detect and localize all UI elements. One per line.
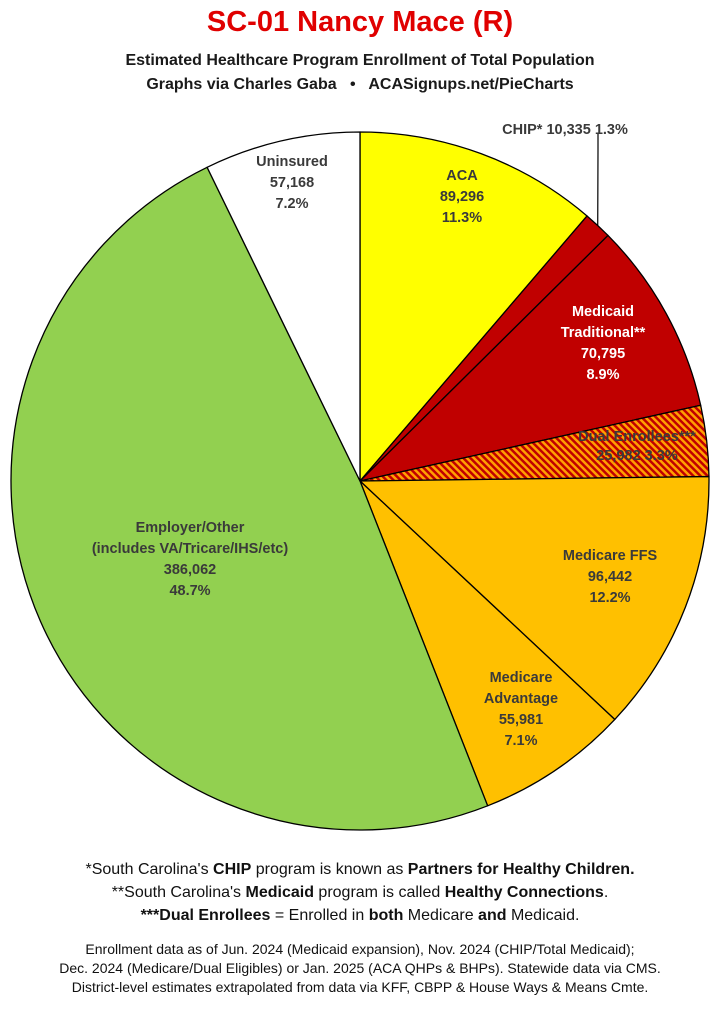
slice-label-uninsured-0: Uninsured: [256, 154, 328, 170]
slice-label-medicare-ffs-0: Medicare FFS: [563, 548, 658, 564]
credit-text: Graphs via Charles Gaba: [146, 76, 337, 93]
slice-label-medicare-advantage-2: 55,981: [499, 712, 543, 728]
pie-slice-employer-other-includes-va-tricare-ihs-etc: [10, 166, 489, 831]
slice-label-medicare-ffs-1: 96,442: [588, 569, 632, 585]
pie-slice-uninsured: [206, 131, 361, 482]
slice-label-aca-2: 11.3%: [442, 210, 482, 226]
slice-label-dual-enrollees-1: 25,982 3.3%: [596, 448, 678, 464]
source-line-1: Enrollment data as of Jun. 2024 (Medicai…: [85, 941, 635, 957]
pie-slices: [10, 131, 710, 831]
credit-separator: •: [349, 76, 356, 93]
slice-label-medicare-advantage-3: 7.1%: [504, 733, 537, 749]
slice-label-employer-other-includes-va-tricare-ihs-etc-2: 386,062: [164, 562, 216, 578]
slice-label-employer-other-includes-va-tricare-ihs-etc-3: 48.7%: [169, 583, 210, 599]
slice-label-medicaid-traditional-2: 70,795: [581, 346, 625, 362]
chart-credit-line: Graphs via Charles Gaba • ACASignups.net…: [0, 76, 720, 94]
slice-label-dual-enrollees-0: Dual Enrollees***: [578, 429, 696, 445]
slice-label-medicaid-traditional-1: Traditional**: [561, 325, 646, 341]
slice-label-aca-0: ACA: [446, 168, 478, 184]
slice-label-chip: CHIP* 10,335 1.3%: [502, 122, 628, 138]
slice-label-employer-other-includes-va-tricare-ihs-etc-1: (includes VA/Tricare/IHS/etc): [92, 541, 289, 557]
pie-slice-medicaid-traditional: [359, 234, 702, 482]
source-line-3: District-level estimates extrapolated fr…: [71, 979, 649, 995]
footnotes: *South Carolina's CHIP program is known …: [0, 858, 720, 927]
source-notes: Enrollment data as of Jun. 2024 (Medicai…: [0, 940, 720, 997]
footnote-dual: ***Dual Enrollees = Enrolled in both Med…: [140, 907, 580, 924]
pie-chart: ACA 89,296 11.3% CHIP* 10,335 1.3% Medicaid T…: [10, 122, 710, 831]
pie-slice-medicare-ffs: [359, 475, 710, 721]
slice-label-medicare-advantage-1: Advantage: [484, 691, 558, 707]
slice-label-employer-other-includes-va-tricare-ihs-etc-0: Employer/Other: [136, 520, 245, 536]
slice-label-medicare-advantage-0: Medicare: [490, 670, 553, 686]
slice-label-medicaid-traditional-3: 8.9%: [586, 367, 619, 383]
chart-subtitle: Estimated Healthcare Program Enrollment …: [125, 52, 595, 69]
slice-label-medicaid-traditional-0: Medicaid: [572, 304, 634, 320]
source-line-2: Dec. 2024 (Medicare/Dual Eligibles) or J…: [59, 960, 661, 976]
slice-label-medicare-ffs-2: 12.2%: [589, 590, 630, 606]
pie-labels: ACA 89,296 11.3% CHIP* 10,335 1.3% Medicaid T…: [92, 122, 696, 749]
pie-slice-aca: [359, 131, 588, 482]
pie-slice-medicare-advantage: [359, 480, 616, 807]
slice-label-uninsured-1: 57,168: [270, 175, 314, 191]
slice-label-uninsured-2: 7.2%: [275, 196, 308, 212]
chart-title: SC-01 Nancy Mace (R): [206, 6, 514, 38]
slice-label-aca-1: 89,296: [440, 189, 484, 205]
credit-site: ACASignups.net/PieCharts: [368, 76, 574, 93]
footnote-chip: *South Carolina's CHIP program is known …: [85, 861, 635, 878]
footnote-medicaid: **South Carolina's Medicaid program is c…: [111, 884, 609, 901]
